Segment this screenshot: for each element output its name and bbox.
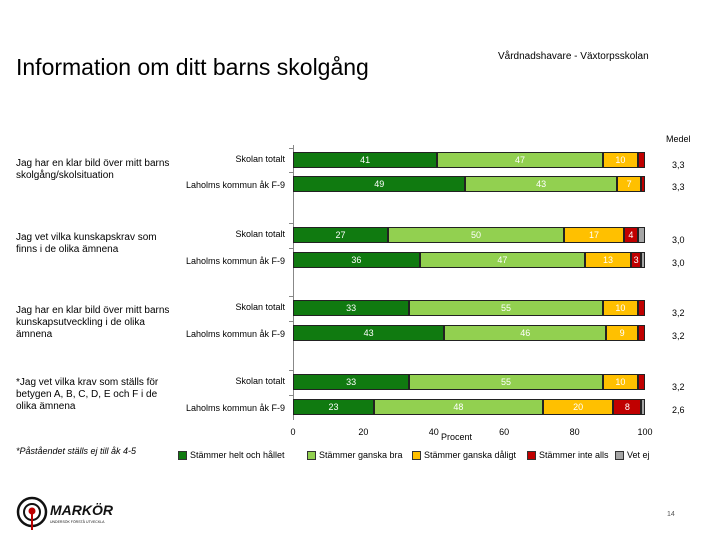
group-label: Skolan totalt [235, 376, 285, 386]
legend-swatch-icon [178, 450, 187, 460]
bar-segment-stämmer-helt-och-hållet: 33 [293, 300, 410, 316]
bar-segment-stämmer-inte-alls [637, 374, 645, 390]
bar-segment-stämmer-ganska-dåligt: 7 [616, 176, 642, 192]
mean-value: 3,0 [672, 235, 685, 245]
bar-segment-stämmer-ganska-dåligt: 13 [585, 252, 631, 268]
group-label: Laholms kommun åk F-9 [185, 403, 285, 413]
bar-segment-stämmer-helt-och-hållet: 36 [293, 252, 420, 268]
x-tick-label: 80 [569, 427, 580, 437]
bar-segment-stämmer-helt-och-hållet: 43 [293, 325, 445, 341]
svg-text:MARKÖR: MARKÖR [50, 502, 114, 518]
bar-segment-stämmer-inte-alls [637, 152, 645, 168]
legend-label: Stämmer ganska dåligt [424, 450, 517, 460]
bar-segment-stämmer-inte-alls: 4 [623, 227, 638, 243]
axis-tick [289, 148, 293, 149]
x-tick-label: 0 [290, 427, 296, 437]
mean-value: 3,0 [672, 258, 685, 268]
bar-segment-stämmer-ganska-dåligt: 9 [606, 325, 638, 341]
x-tick-label: 60 [499, 427, 510, 437]
legend-label: Vet ej [627, 450, 650, 460]
mean-value: 2,6 [672, 405, 685, 415]
mean-value: 3,2 [672, 382, 685, 392]
svg-text:UNDERSÖK FÖRSTÅ UTVECKLA: UNDERSÖK FÖRSTÅ UTVECKLA [50, 519, 105, 524]
bar-segment-stämmer-ganska-bra: 55 [409, 300, 603, 316]
bar-segment-stämmer-ganska-bra: 48 [373, 399, 543, 415]
bar-segment-stämmer-inte-alls [637, 300, 645, 316]
bar-segment-vet-ej [641, 252, 645, 268]
axis-tick [289, 172, 293, 173]
subtitle: Vårdnadshavare - Växtorpsskolan [498, 51, 649, 62]
group-label: Laholms kommun åk F-9 [185, 256, 285, 266]
bar-segment-stämmer-ganska-bra: 46 [444, 325, 607, 341]
legend-item: Stämmer inte alls [527, 450, 609, 460]
question-label: Jag vet vilka kunskapskrav som finns i d… [16, 232, 157, 255]
axis-tick [289, 248, 293, 249]
bar-segment-stämmer-ganska-bra: 55 [409, 374, 603, 390]
x-tick-label: 40 [428, 427, 439, 437]
bar-segment-stämmer-ganska-dåligt: 20 [542, 399, 614, 415]
x-tick-label: 20 [358, 427, 369, 437]
bar-segment-stämmer-inte-alls [637, 325, 645, 341]
bar-segment-stämmer-inte-alls: 8 [613, 399, 642, 415]
group-label: Skolan totalt [235, 302, 285, 312]
bar-segment-stämmer-helt-och-hållet: 49 [293, 176, 466, 192]
bar-segment-stämmer-ganska-bra: 50 [388, 227, 565, 243]
bar-segment-stämmer-ganska-dåligt: 10 [602, 152, 638, 168]
legend-item: Stämmer ganska bra [307, 450, 403, 460]
axis-tick [289, 395, 293, 396]
bar-segment-stämmer-ganska-bra: 47 [419, 252, 586, 268]
bar-segment-stämmer-ganska-bra: 43 [465, 176, 617, 192]
axis-tick [289, 296, 293, 297]
legend-item: Vet ej [615, 450, 650, 460]
bar-segment-stämmer-ganska-dåligt: 10 [602, 300, 638, 316]
group-label: Laholms kommun åk F-9 [185, 329, 285, 339]
logo-target-icon: MARKÖR UNDERSÖK FÖRSTÅ UTVECKLA [16, 496, 114, 530]
mean-value: 3,3 [672, 182, 685, 192]
legend-label: Stämmer inte alls [539, 450, 609, 460]
bar-segment-stämmer-helt-och-hållet: 41 [293, 152, 438, 168]
mean-header: Medel [666, 134, 691, 144]
markor-logo: MARKÖR UNDERSÖK FÖRSTÅ UTVECKLA [16, 496, 116, 537]
question-label: *Jag vet vilka krav som ställs för betyg… [16, 377, 159, 412]
mean-value: 3,2 [672, 308, 685, 318]
legend-item: Stämmer ganska dåligt [412, 450, 516, 460]
legend-swatch-icon [412, 450, 421, 460]
legend-swatch-icon [615, 450, 624, 460]
bar-segment-stämmer-ganska-dåligt: 17 [564, 227, 624, 243]
group-label: Skolan totalt [235, 229, 285, 239]
bar-segment-vet-ej [641, 399, 645, 415]
x-tick-label: 100 [637, 427, 653, 437]
bar-segment-stämmer-helt-och-hållet: 27 [293, 227, 389, 243]
bar-segment-vet-ej [637, 227, 645, 243]
bar-segment-stämmer-helt-och-hållet: 33 [293, 374, 410, 390]
legend-label: Stämmer ganska bra [319, 450, 403, 460]
legend-swatch-icon [527, 450, 536, 460]
group-label: Skolan totalt [235, 154, 285, 164]
footnote: *Påståendet ställs ej till åk 4-5 [16, 446, 137, 456]
question-label: Jag har en klar bild över mitt barns kun… [16, 305, 170, 340]
question-label: Jag har en klar bild över mitt barns sko… [16, 158, 170, 181]
page-title: Information om ditt barns skolgång [16, 54, 369, 80]
bar-segment-stämmer-helt-och-hållet: 23 [293, 399, 374, 415]
x-axis-label: Procent [441, 432, 473, 442]
legend-label: Stämmer helt och hållet [190, 450, 285, 460]
bar-segment-stämmer-ganska-bra: 47 [437, 152, 603, 168]
bar-segment-stämmer-inte-alls [641, 176, 645, 192]
bar-segment-stämmer-ganska-dåligt: 10 [602, 374, 638, 390]
legend-item: Stämmer helt och hållet [178, 450, 285, 460]
axis-tick [289, 370, 293, 371]
axis-tick [289, 321, 293, 322]
mean-value: 3,3 [672, 160, 685, 170]
mean-value: 3,2 [672, 331, 685, 341]
bar-segment-stämmer-inte-alls: 3 [630, 252, 642, 268]
group-label: Laholms kommun åk F-9 [185, 180, 285, 190]
page-number: 14 [667, 511, 675, 518]
legend-swatch-icon [307, 450, 316, 460]
axis-tick [289, 223, 293, 224]
y-axis-line [293, 145, 294, 420]
